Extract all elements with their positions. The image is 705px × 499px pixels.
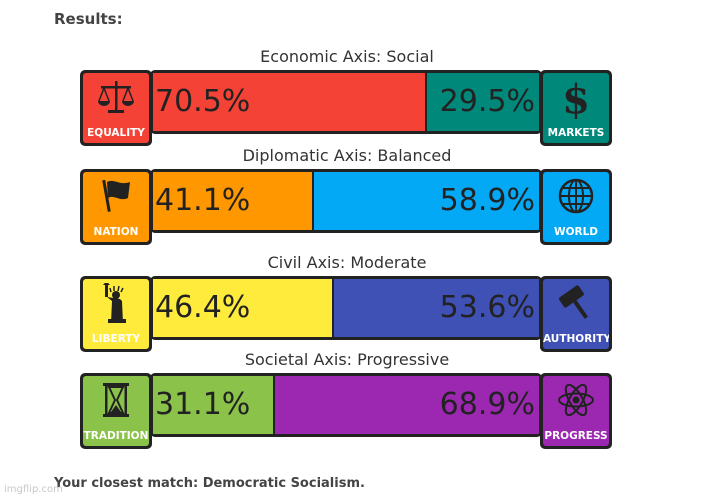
- hourglass-icon: TRADITION: [83, 376, 149, 446]
- left-percent: 70.5%: [155, 84, 251, 119]
- right-percent: 29.5%: [439, 84, 535, 119]
- axis-bar: 46.4% 53.6%: [150, 276, 542, 340]
- badge-label: EQUALITY: [87, 127, 145, 139]
- axis-title: Civil Axis: Moderate: [267, 253, 427, 272]
- economic-axis: Economic Axis: Social 70.5% 29.5%: [0, 48, 705, 148]
- right-percent: 58.9%: [439, 183, 535, 218]
- closest-match: Your closest match: Democratic Socialism…: [54, 476, 365, 491]
- svg-text:$: $: [562, 77, 590, 119]
- badge-label: WORLD: [554, 226, 598, 238]
- results-heading: Results:: [54, 10, 123, 28]
- badge-label: NATION: [93, 226, 139, 238]
- right-percent: 53.6%: [439, 290, 535, 325]
- axis-title: Economic Axis: Social: [260, 47, 434, 66]
- tradition-badge: TRADITION: [80, 373, 152, 449]
- progress-badge: PROGRESS: [540, 373, 612, 449]
- civil-axis: Civil Axis: Moderate 46.4% 53.6% LIBERTY: [0, 254, 705, 354]
- nation-badge: NATION: [80, 169, 152, 245]
- badge-label: AUTHORITY: [543, 333, 609, 345]
- left-segment: 31.1%: [153, 376, 274, 434]
- left-percent: 41.1%: [155, 183, 251, 218]
- badge-label: TRADITION: [83, 430, 149, 442]
- flag-icon: NATION: [83, 172, 149, 242]
- axis-bar: 31.1% 68.9%: [150, 373, 542, 437]
- axis-bar: 41.1% 58.9%: [150, 169, 542, 233]
- equality-badge: EQUALITY: [80, 70, 152, 146]
- right-percent: 68.9%: [439, 387, 535, 422]
- left-segment: 41.1%: [153, 172, 312, 230]
- axis-title: Societal Axis: Progressive: [244, 350, 450, 369]
- gavel-icon: AUTHORITY: [543, 279, 609, 349]
- badge-label: MARKETS: [547, 127, 605, 139]
- right-segment: 29.5%: [425, 73, 539, 131]
- globe-icon: WORLD: [543, 172, 609, 242]
- societal-axis: Societal Axis: Progressive 31.1% 68.9% T…: [0, 351, 705, 451]
- badge-label: LIBERTY: [91, 333, 141, 345]
- left-percent: 31.1%: [155, 387, 251, 422]
- axis-title: Diplomatic Axis: Balanced: [242, 146, 452, 165]
- diplomatic-axis: Diplomatic Axis: Balanced 41.1% 58.9% NA…: [0, 147, 705, 247]
- atom-icon: PROGRESS: [543, 376, 609, 446]
- watermark-text: imgflip.com: [4, 484, 63, 495]
- scales-icon: EQUALITY: [83, 73, 149, 143]
- authority-badge: AUTHORITY: [540, 276, 612, 352]
- right-segment: 68.9%: [273, 376, 539, 434]
- left-percent: 46.4%: [155, 290, 251, 325]
- right-segment: 53.6%: [332, 279, 539, 337]
- markets-badge: $ MARKETS: [540, 70, 612, 146]
- dollar-icon: $ MARKETS: [543, 73, 609, 143]
- statue-of-liberty-icon: LIBERTY: [83, 279, 149, 349]
- left-segment: 70.5%: [153, 73, 426, 131]
- world-badge: WORLD: [540, 169, 612, 245]
- left-segment: 46.4%: [153, 279, 333, 337]
- liberty-badge: LIBERTY: [80, 276, 152, 352]
- axis-bar: 70.5% 29.5%: [150, 70, 542, 134]
- right-segment: 58.9%: [311, 172, 539, 230]
- badge-label: PROGRESS: [544, 430, 608, 442]
